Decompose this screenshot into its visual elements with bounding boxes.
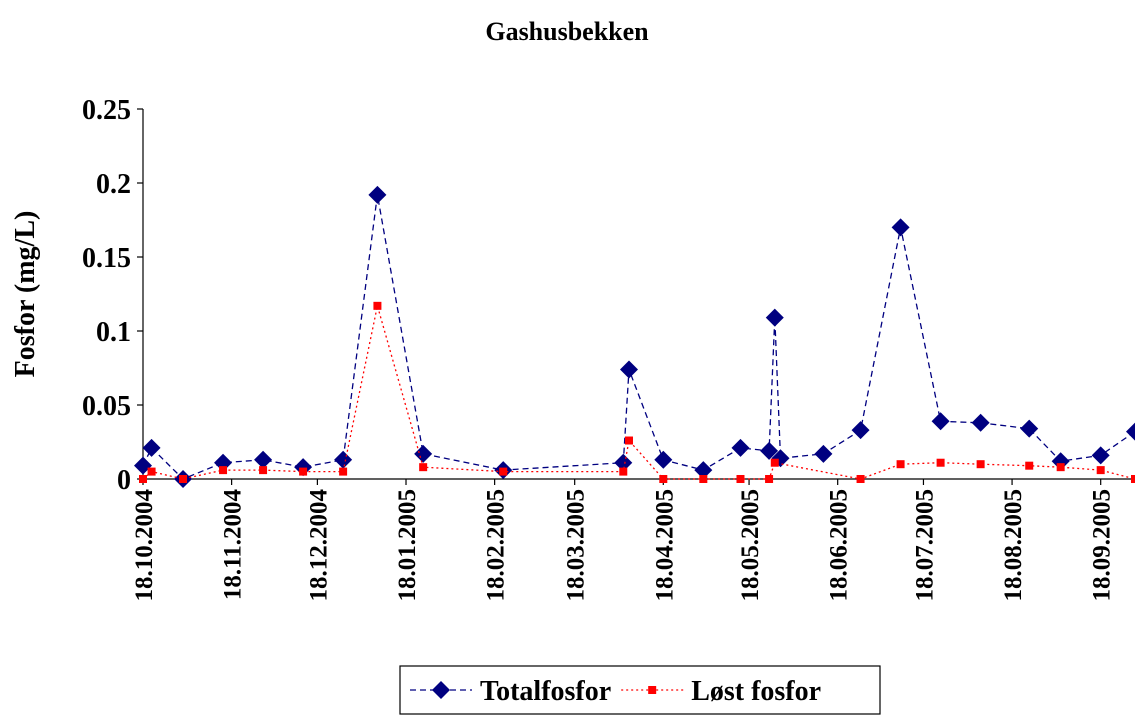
data-point	[765, 475, 774, 483]
x-tick-label: 18.11.2004	[220, 489, 247, 601]
data-point	[614, 453, 633, 472]
legend-box	[399, 665, 881, 715]
y-tick-label: 0.25	[82, 95, 131, 126]
y-tick-label: 0.15	[82, 243, 131, 274]
y-tick-label: 0.2	[96, 169, 131, 200]
data-point	[259, 466, 268, 475]
x-tick-label: 18.09.2005	[1089, 489, 1116, 602]
data-point	[147, 467, 156, 476]
data-point	[254, 450, 273, 469]
data-point	[1025, 461, 1034, 470]
series-line	[142, 305, 1135, 480]
data-point	[219, 466, 228, 475]
data-point	[624, 436, 633, 445]
chart-title: Gashusbekken	[485, 17, 649, 46]
data-point	[179, 475, 188, 483]
data-point	[694, 461, 713, 480]
data-point	[765, 308, 784, 327]
x-tick-label: 18.04.2005	[651, 489, 678, 602]
data-point	[770, 458, 779, 467]
data-point	[414, 444, 433, 463]
x-tick-label: 18.06.2005	[826, 489, 853, 602]
y-tick-label: 0	[117, 465, 131, 496]
data-point	[659, 475, 668, 483]
data-point	[134, 456, 152, 475]
data-point	[419, 463, 428, 472]
legend-label: Totalfosfor	[480, 676, 611, 707]
data-point	[619, 467, 628, 476]
data-point	[814, 444, 833, 463]
y-tick-label: 0.1	[96, 317, 131, 348]
x-tick-label: 18.08.2005	[1000, 489, 1027, 602]
data-point	[139, 475, 147, 483]
data-point	[736, 475, 745, 483]
x-tick-label: 18.03.2005	[563, 489, 590, 602]
data-point	[856, 475, 865, 483]
x-tick-label: 18.12.2004	[305, 489, 332, 602]
data-point	[1131, 475, 1135, 483]
y-axis-label: Fosfor (mg/L)	[10, 211, 41, 378]
data-point	[1126, 422, 1135, 441]
data-point	[851, 421, 870, 440]
data-point	[699, 475, 708, 483]
legend-marker	[648, 686, 657, 694]
data-point	[619, 360, 638, 379]
data-point	[299, 467, 308, 476]
data-point	[731, 438, 750, 457]
data-point	[214, 453, 233, 472]
data-point	[976, 460, 985, 469]
series-line	[142, 194, 1135, 480]
data-point	[373, 301, 382, 310]
data-point	[936, 458, 945, 467]
data-point	[142, 438, 161, 457]
data-point	[334, 450, 353, 469]
legend-label: Løst fosfor	[691, 676, 821, 707]
data-point	[339, 467, 348, 476]
x-tick-label: 18.05.2005	[737, 489, 764, 602]
data-point	[1091, 446, 1110, 465]
data-point	[971, 413, 990, 432]
data-point	[499, 467, 508, 476]
data-point	[931, 412, 950, 431]
y-tick-label: 0.05	[82, 391, 131, 422]
legend-marker	[432, 681, 450, 699]
data-point	[760, 441, 779, 460]
x-tick-label: 18.01.2005	[394, 489, 421, 602]
data-point	[891, 218, 910, 237]
data-point	[1051, 452, 1070, 471]
x-tick-label: 18.10.2004	[131, 489, 158, 602]
data-point	[654, 450, 673, 469]
data-point	[1020, 419, 1039, 438]
data-point	[1056, 463, 1065, 472]
data-point	[1096, 466, 1105, 475]
x-tick-label: 18.07.2005	[911, 489, 938, 602]
x-tick-label: 18.02.2005	[483, 489, 510, 602]
data-point	[368, 185, 387, 204]
data-point	[896, 460, 905, 469]
